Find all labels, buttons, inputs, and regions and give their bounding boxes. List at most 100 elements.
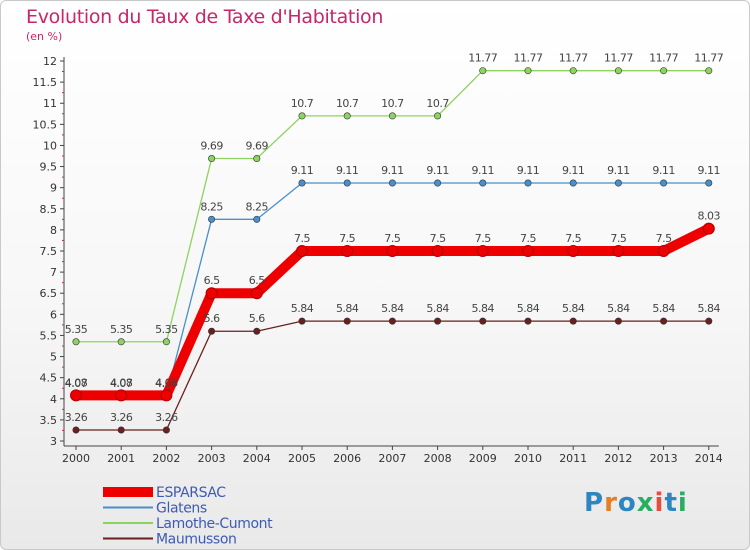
y-tick-label: 9: [50, 182, 57, 195]
y-tick-label: 9.5: [40, 161, 58, 174]
x-tick-label: 2013: [650, 452, 678, 465]
legend-label-esparsac: ESPARSAC: [156, 485, 226, 501]
x-tick-label: 2006: [333, 452, 361, 465]
data-label-maumusson: 3.26: [110, 411, 133, 424]
data-label-glatens: 9.11: [472, 164, 495, 177]
data-point-maumusson: [253, 327, 261, 335]
data-label-lamothe-cumont: 11.77: [604, 52, 633, 65]
data-point-maumusson: [479, 317, 487, 325]
y-tick-label: 4.5: [40, 372, 58, 385]
data-label-esparsac: 7.5: [294, 232, 310, 245]
data-label-lamothe-cumont: 9.69: [200, 140, 223, 153]
x-tick-label: 2004: [243, 452, 271, 465]
data-point-maumusson: [388, 317, 396, 325]
data-point-esparsac: [522, 245, 534, 257]
x-tick-label: 2001: [107, 452, 135, 465]
y-tick-label: 5.5: [40, 329, 58, 342]
data-point-maumusson: [298, 317, 306, 325]
logo-letter: x: [636, 488, 655, 518]
data-label-lamothe-cumont: 10.7: [426, 97, 449, 110]
data-label-esparsac: 4.08: [65, 376, 88, 389]
data-label-maumusson: 5.84: [562, 302, 585, 315]
data-label-esparsac: 7.5: [610, 232, 626, 245]
data-label-glatens: 9.11: [426, 164, 449, 177]
y-tick-label: 12: [43, 55, 57, 68]
data-label-esparsac: 7.5: [339, 232, 355, 245]
series-line-glatens: [76, 182, 709, 397]
data-point-lamothe-cumont: [72, 338, 80, 346]
data-label-lamothe-cumont: 10.7: [381, 97, 404, 110]
data-label-lamothe-cumont: 9.69: [246, 140, 269, 153]
data-label-maumusson: 5.6: [204, 312, 220, 325]
y-tick-label: 11: [43, 97, 57, 110]
data-point-glatens: [208, 215, 216, 223]
data-point-lamothe-cumont: [253, 155, 261, 163]
data-label-maumusson: 5.84: [336, 302, 359, 315]
data-point-lamothe-cumont: [479, 67, 487, 75]
data-label-maumusson: 5.84: [381, 302, 404, 315]
data-point-lamothe-cumont: [434, 112, 442, 120]
data-label-esparsac: 6.5: [249, 274, 265, 287]
data-label-lamothe-cumont: 11.77: [559, 52, 588, 65]
x-tick-label: 2014: [695, 452, 723, 465]
x-tick-label: 2007: [378, 452, 406, 465]
data-label-maumusson: 5.84: [472, 302, 495, 315]
y-tick-label: 10.5: [33, 118, 58, 131]
data-point-maumusson: [705, 317, 713, 325]
data-label-glatens: 4.07: [110, 377, 133, 390]
y-tick-label: 8.5: [40, 203, 58, 216]
data-point-maumusson: [343, 317, 351, 325]
data-point-esparsac: [70, 389, 82, 402]
chart-subtitle: (en %): [26, 30, 63, 43]
data-point-lamothe-cumont: [524, 67, 532, 75]
data-label-lamothe-cumont: 11.77: [468, 52, 497, 65]
y-tick-label: 3.5: [40, 414, 58, 427]
data-label-esparsac: 7.5: [520, 232, 536, 245]
data-point-glatens: [569, 179, 577, 187]
x-tick-label: 2012: [604, 452, 632, 465]
data-point-lamothe-cumont: [705, 67, 713, 75]
data-label-glatens: 8.25: [200, 200, 223, 213]
y-tick-label: 11.5: [33, 76, 58, 89]
data-point-maumusson: [208, 327, 216, 335]
data-label-esparsac: 4.08: [155, 376, 178, 389]
data-point-lamothe-cumont: [614, 67, 622, 75]
data-label-glatens: 9.11: [652, 164, 675, 177]
data-point-lamothe-cumont: [343, 112, 351, 120]
y-tick-label: 7.5: [40, 245, 58, 258]
data-point-esparsac: [476, 245, 489, 257]
data-point-glatens: [253, 215, 261, 223]
legend-label-glatens: Glatens: [156, 501, 207, 517]
data-label-glatens: 9.11: [336, 164, 359, 177]
data-label-maumusson: 5.84: [698, 302, 721, 315]
data-label-glatens: 9.11: [517, 164, 540, 177]
data-point-esparsac: [160, 389, 173, 402]
data-point-esparsac: [386, 245, 399, 257]
logo-letter: P: [584, 488, 605, 518]
data-point-esparsac: [296, 245, 308, 257]
y-tick-label: 5: [50, 351, 57, 364]
data-point-maumusson: [434, 317, 442, 325]
data-label-glatens: 8.25: [246, 200, 269, 213]
data-label-maumusson: 5.84: [607, 302, 630, 315]
data-point-maumusson: [569, 317, 577, 325]
logo-letter: t: [664, 488, 678, 518]
y-tick-label: 10: [43, 139, 57, 152]
y-tick-label: 6.5: [40, 287, 58, 300]
legend-label-lamothe-cumont: Lamothe-Cumont: [156, 516, 273, 532]
x-tick-label: 2010: [514, 452, 542, 465]
data-label-glatens: 4.07: [155, 377, 178, 390]
y-tick-label: 6: [50, 308, 57, 321]
y-tick-label: 3: [50, 435, 57, 448]
data-point-maumusson: [660, 317, 668, 325]
legend-label-maumusson: Maumusson: [156, 532, 236, 548]
x-tick-label: 2005: [288, 452, 316, 465]
data-label-glatens: 4.07: [65, 377, 88, 390]
data-point-lamothe-cumont: [117, 338, 125, 346]
data-label-glatens: 9.11: [607, 164, 630, 177]
data-label-maumusson: 5.84: [426, 302, 449, 315]
data-point-esparsac: [205, 287, 218, 300]
data-label-esparsac: 7.5: [475, 232, 491, 245]
